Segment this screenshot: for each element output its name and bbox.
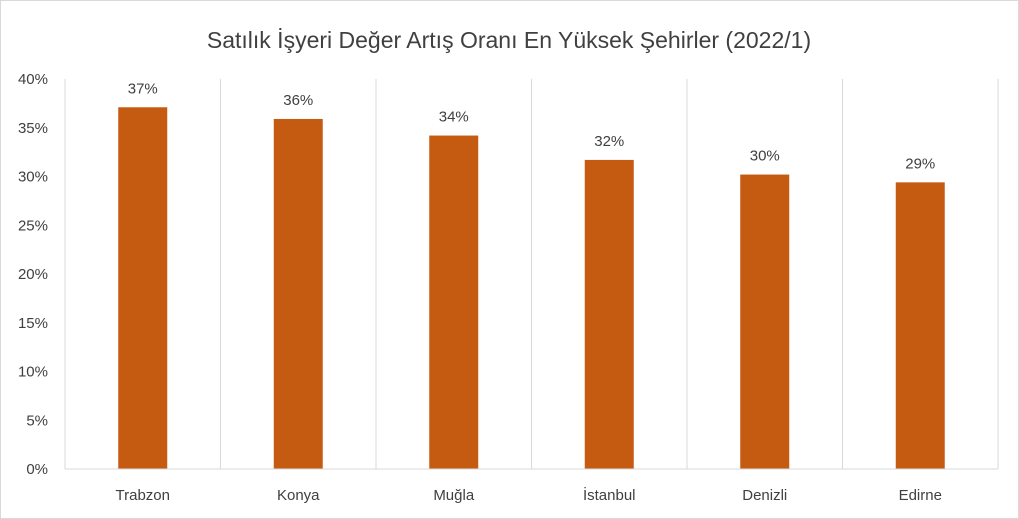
x-category-label: Muğla <box>433 487 475 504</box>
bar-1 <box>118 107 168 470</box>
bar-4 <box>584 159 634 470</box>
axis-layer: 0% 5% 10% 15% 20% 25% 30% 35% 40% Trabzon Konya Muğ… <box>18 71 998 504</box>
y-tick-label: 10% <box>18 364 48 381</box>
y-tick-label: 5% <box>26 412 48 429</box>
y-tick-label: 30% <box>18 169 48 186</box>
grid-layer <box>64 79 999 469</box>
bar-3 <box>429 135 479 470</box>
data-label: 29% <box>905 155 935 172</box>
y-tick-label: 35% <box>18 120 48 137</box>
x-category-label: İstanbul <box>583 486 636 504</box>
x-category-label: Edirne <box>899 487 942 504</box>
y-tick-label: 15% <box>18 315 48 332</box>
data-label: 30% <box>750 148 780 165</box>
data-label: 34% <box>439 109 469 126</box>
data-label: 37% <box>128 80 158 97</box>
y-tick-label: 40% <box>18 71 48 88</box>
data-label: 36% <box>283 92 313 109</box>
bar-6 <box>895 182 945 469</box>
chart-title: Satılık İşyeri Değer Artış Oranı En Yüks… <box>207 27 811 53</box>
x-category-label: Denizli <box>742 487 787 504</box>
bar-layer <box>118 107 945 470</box>
y-tick-label: 0% <box>26 461 48 478</box>
data-label: 32% <box>594 133 624 150</box>
y-tick-label: 25% <box>18 217 48 234</box>
x-category-label: Trabzon <box>116 487 170 504</box>
bar-2 <box>273 118 323 469</box>
x-category-label: Konya <box>277 487 320 504</box>
y-tick-label: 20% <box>18 266 48 283</box>
bar-5 <box>740 174 790 470</box>
label-layer: 37% 36% 34% 32% 30% 29% <box>128 80 936 172</box>
